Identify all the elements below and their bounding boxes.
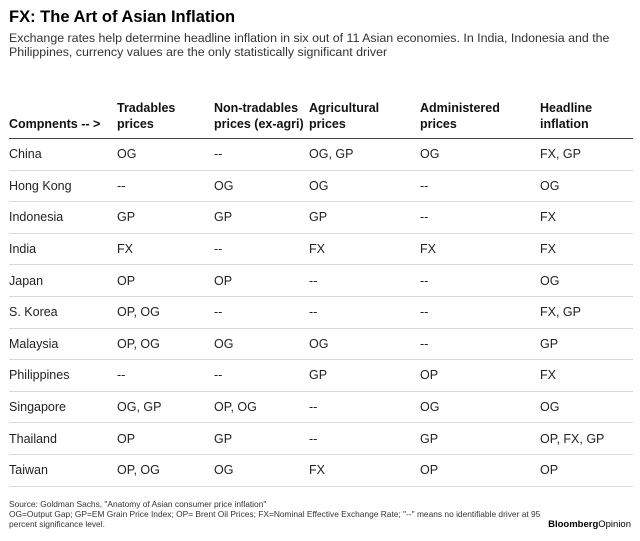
driver-cell: GP (309, 359, 420, 392)
table-row: Singapore OG, GP OP, OG -- OG OG (9, 391, 633, 424)
driver-cell: OG (420, 391, 540, 424)
driver-cell: FX (420, 233, 540, 266)
drivers-table: Compnents -- > Tradables prices Non-trad… (9, 70, 633, 487)
driver-cell: -- (309, 264, 420, 297)
table-row: Hong Kong -- OG OG -- OG (9, 170, 633, 203)
driver-cell: -- (117, 359, 214, 392)
header-administered: Administered prices (420, 70, 540, 139)
driver-cell: -- (420, 328, 540, 361)
driver-cell: OG (420, 138, 540, 171)
table-row: Philippines -- -- GP OP FX (9, 359, 633, 392)
driver-cell: OG (117, 138, 214, 171)
driver-cell: -- (214, 138, 309, 171)
table-row: Indonesia GP GP GP -- FX (9, 201, 633, 234)
driver-cell: GP (420, 422, 540, 455)
header-row: Compnents -- > Tradables prices Non-trad… (9, 70, 633, 139)
driver-cell: -- (214, 296, 309, 329)
driver-cell: -- (420, 264, 540, 297)
driver-cell: GP (214, 422, 309, 455)
driver-cell: -- (214, 233, 309, 266)
driver-cell: FX, GP (540, 296, 633, 329)
economy-cell: India (9, 233, 117, 266)
driver-cell: OG (214, 328, 309, 361)
driver-cell: OG (309, 328, 420, 361)
driver-cell: OP (117, 422, 214, 455)
driver-cell: OP (420, 454, 540, 487)
driver-cell: OP (117, 264, 214, 297)
driver-cell: GP (117, 201, 214, 234)
economy-cell: Hong Kong (9, 170, 117, 203)
driver-cell: GP (309, 201, 420, 234)
driver-cell: FX (540, 201, 633, 234)
driver-cell: OP (214, 264, 309, 297)
driver-cell: -- (420, 170, 540, 203)
economy-cell: Philippines (9, 359, 117, 392)
page-title: FX: The Art of Asian Inflation (9, 8, 236, 26)
driver-cell: -- (117, 170, 214, 203)
economy-cell: Taiwan (9, 454, 117, 487)
economy-cell: Indonesia (9, 201, 117, 234)
economy-cell: China (9, 138, 117, 171)
legend-note: OG=Output Gap; GP=EM Grain Price Index; … (9, 509, 541, 529)
driver-cell: FX (540, 233, 633, 266)
brand-logo: BloombergOpinion (548, 519, 631, 530)
source-note: Source: Goldman Sachs, "Anatomy of Asian… (9, 499, 267, 509)
driver-cell: OP, OG (214, 391, 309, 424)
economy-cell: S. Korea (9, 296, 117, 329)
driver-cell: OG (214, 454, 309, 487)
driver-cell: OP, OG (117, 454, 214, 487)
driver-cell: -- (309, 391, 420, 424)
economy-cell: Japan (9, 264, 117, 297)
driver-cell: GP (540, 328, 633, 361)
driver-cell: -- (309, 422, 420, 455)
table-row: Japan OP OP -- -- OG (9, 264, 633, 297)
driver-cell: FX (117, 233, 214, 266)
driver-cell: -- (420, 201, 540, 234)
economy-cell: Singapore (9, 391, 117, 424)
driver-cell: OG, GP (117, 391, 214, 424)
header-headline: Headline inflation (540, 70, 633, 139)
driver-cell: -- (309, 296, 420, 329)
driver-cell: FX, GP (540, 138, 633, 171)
driver-cell: OP, OG (117, 296, 214, 329)
driver-cell: -- (420, 296, 540, 329)
driver-cell: OP (540, 454, 633, 487)
table-row: Thailand OP GP -- GP OP, FX, GP (9, 422, 633, 455)
brand-suffix: Opinion (598, 519, 631, 530)
driver-cell: FX (309, 233, 420, 266)
subtitle: Exchange rates help determine headline i… (9, 31, 610, 59)
driver-cell: GP (214, 201, 309, 234)
driver-cell: OG (309, 170, 420, 203)
driver-cell: OG (540, 170, 633, 203)
table-row: Malaysia OP, OG OG OG -- GP (9, 328, 633, 361)
driver-cell: OG (540, 264, 633, 297)
economy-cell: Malaysia (9, 328, 117, 361)
table-row: India FX -- FX FX FX (9, 233, 633, 266)
driver-cell: OG (214, 170, 309, 203)
table-row: China OG -- OG, GP OG FX, GP (9, 138, 633, 171)
driver-cell: OG, GP (309, 138, 420, 171)
economy-cell: Thailand (9, 422, 117, 455)
header-non-tradables: Non-tradables prices (ex-agri) (214, 70, 309, 139)
driver-cell: OP, FX, GP (540, 422, 633, 455)
driver-cell: FX (309, 454, 420, 487)
header-components: Compnents -- > (9, 70, 117, 139)
footer-notes: Source: Goldman Sachs, "Anatomy of Asian… (9, 499, 569, 529)
table-row: S. Korea OP, OG -- -- -- FX, GP (9, 296, 633, 329)
driver-cell: OP, OG (117, 328, 214, 361)
table-row: Taiwan OP, OG OG FX OP OP (9, 454, 633, 487)
driver-cell: FX (540, 359, 633, 392)
driver-cell: -- (214, 359, 309, 392)
header-tradables: Tradables prices (117, 70, 214, 139)
header-agricultural: Agricultural prices (309, 70, 420, 139)
driver-cell: OP (420, 359, 540, 392)
driver-cell: OG (540, 391, 633, 424)
brand-name: Bloomberg (548, 519, 599, 530)
